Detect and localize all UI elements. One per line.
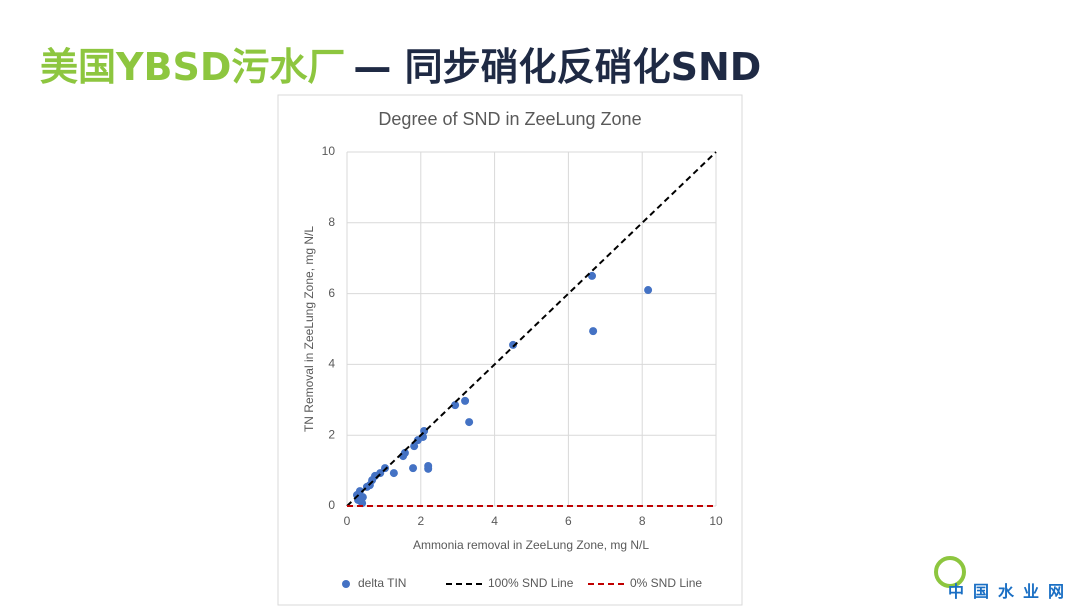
point	[588, 271, 597, 280]
point	[410, 442, 419, 451]
title-green: 美国YBSD污水厂	[40, 45, 346, 89]
watermark: 中国水业网	[948, 582, 1074, 601]
y-tick-label: 6	[328, 286, 335, 300]
x-tick-label: 0	[344, 514, 351, 528]
x-tick-label: 6	[565, 514, 572, 528]
point	[451, 401, 460, 410]
slide-title: 美国YBSD污水厂 — 同步硝化反硝化SND	[40, 36, 761, 91]
x-axis-label: Ammonia removal in ZeeLung Zone, mg N/L	[413, 538, 649, 552]
title-dark: — 同步硝化反硝化SND	[353, 45, 762, 89]
legend-marker	[342, 580, 350, 588]
legend-label: 100% SND Line	[488, 576, 574, 590]
legend-label: delta TIN	[358, 576, 406, 590]
point	[589, 327, 598, 336]
point	[409, 464, 418, 473]
chart-title: Degree of SND in ZeeLung Zone	[378, 109, 641, 129]
x-tick-label: 2	[417, 514, 424, 528]
reference-line	[346, 151, 717, 507]
logo	[934, 556, 966, 588]
point	[355, 487, 364, 496]
y-tick-label: 10	[322, 144, 336, 158]
point	[465, 418, 474, 427]
point	[644, 286, 653, 295]
y-tick-label: 0	[328, 498, 335, 512]
x-tick-label: 8	[639, 514, 646, 528]
point	[389, 469, 398, 478]
y-tick-label: 2	[328, 427, 335, 441]
point	[509, 340, 518, 349]
point	[461, 396, 470, 405]
y-axis-label: TN Removal in ZeeLung Zone, mg N/L	[302, 226, 316, 432]
x-tick-label: 4	[491, 514, 498, 528]
x-tick-label: 10	[709, 514, 723, 528]
legend-label: 0% SND Line	[630, 576, 702, 590]
point	[424, 464, 433, 473]
y-tick-label: 8	[328, 215, 335, 229]
point	[400, 448, 409, 457]
point	[358, 493, 367, 502]
y-tick-label: 4	[328, 357, 335, 371]
